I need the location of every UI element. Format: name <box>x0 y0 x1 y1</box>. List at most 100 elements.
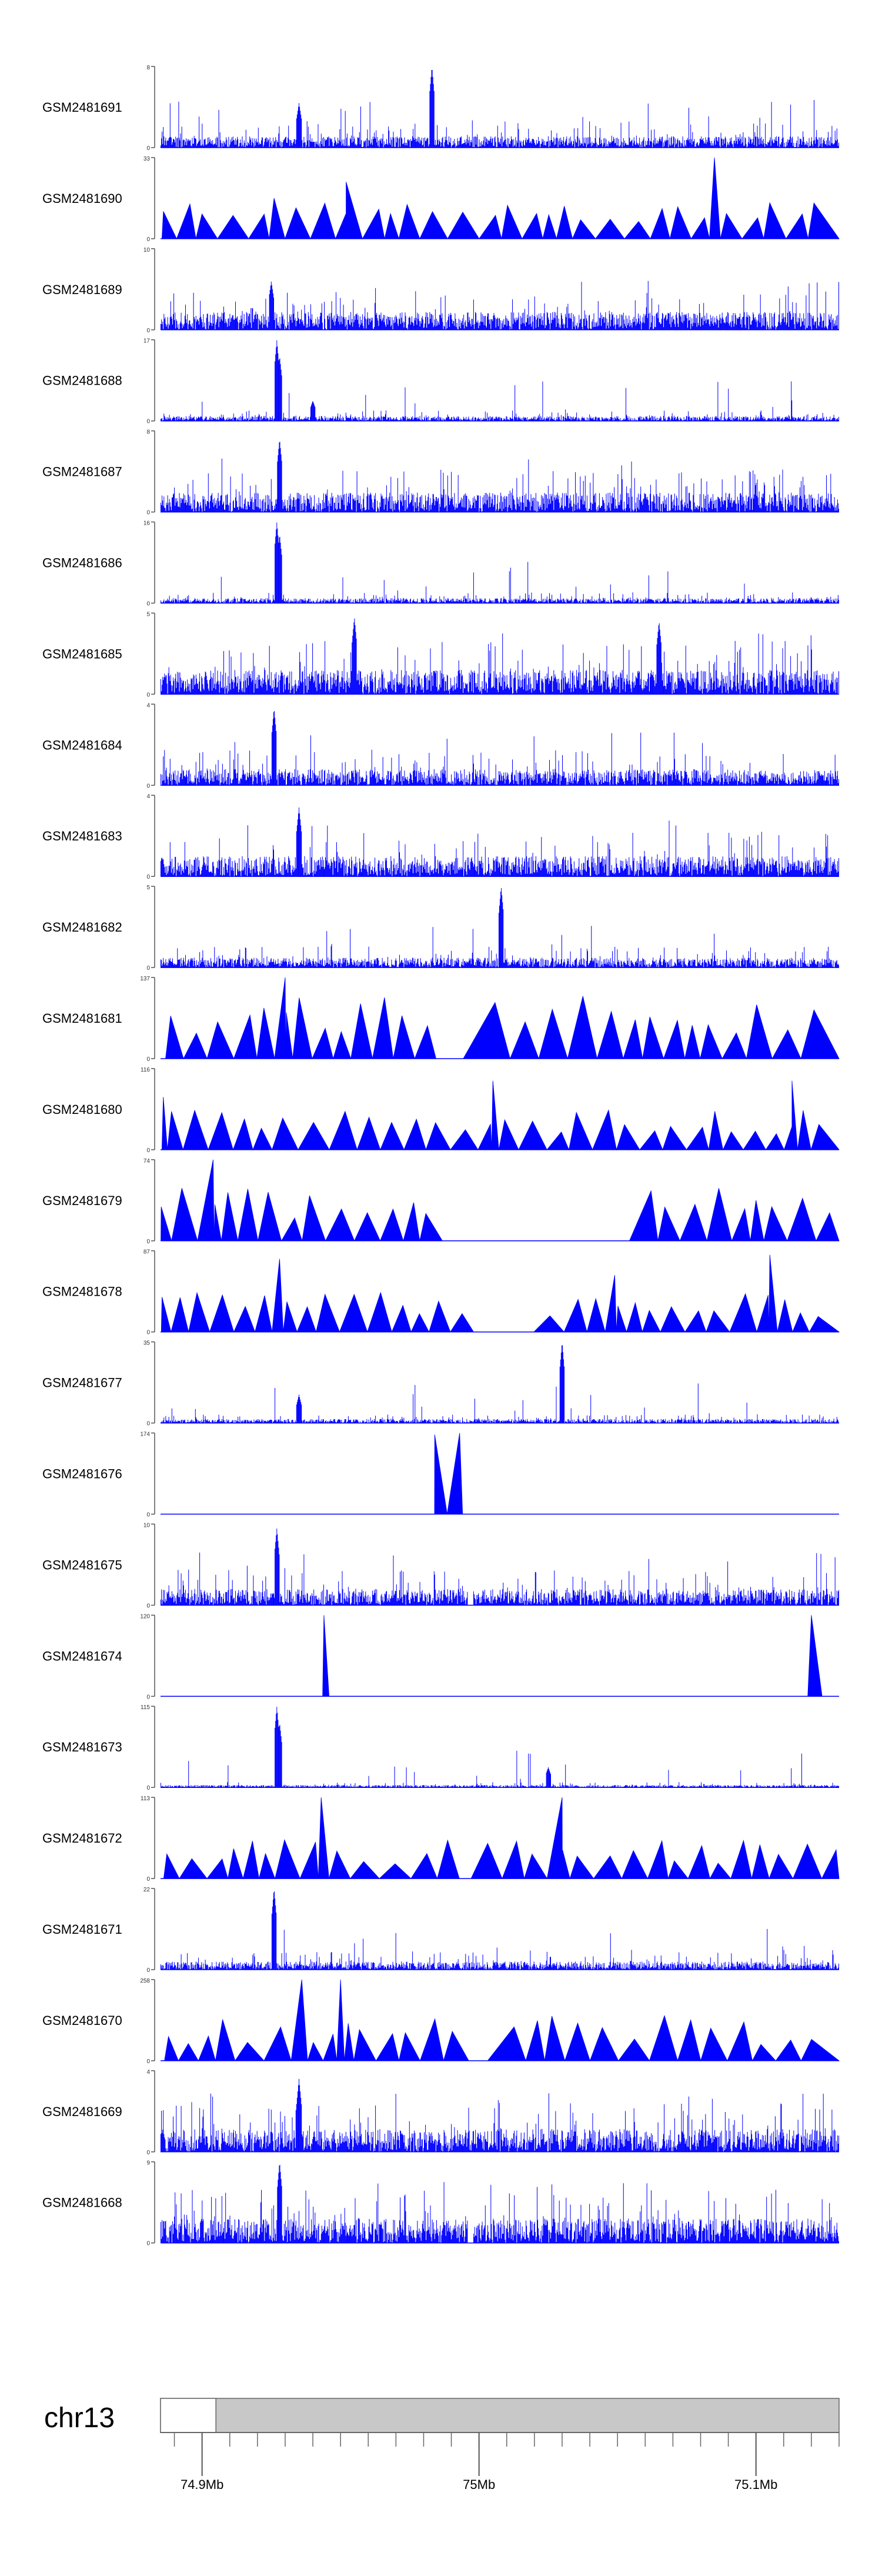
y-max-label: 87 <box>143 1249 151 1256</box>
y-zero-label: 0 <box>146 328 150 334</box>
track-label: GSM2481689 <box>42 282 122 297</box>
y-zero-label: 0 <box>146 145 150 152</box>
track-label: GSM2481672 <box>42 1831 122 1846</box>
coverage-area <box>161 1615 839 1697</box>
coverage-area <box>161 1797 840 1880</box>
y-max-label: 22 <box>143 1887 151 1893</box>
track-label: GSM2481681 <box>42 1011 122 1026</box>
track-GSM2481682: GSM2481682 5 0 <box>42 885 839 972</box>
y-zero-label: 0 <box>146 692 150 698</box>
y-max-label: 10 <box>143 247 151 253</box>
coverage-area <box>161 1159 840 1242</box>
track-GSM2481691: GSM2481691 8 0 <box>42 65 839 152</box>
track-label: GSM2481690 <box>42 191 122 206</box>
y-max-label: 9 <box>146 2160 150 2167</box>
y-max-label: 8 <box>146 65 150 71</box>
coverage-area <box>161 977 840 1060</box>
signal-bars <box>161 1891 839 1970</box>
signal-bars <box>161 281 839 330</box>
track-GSM2481687: GSM2481687 8 0 <box>42 429 839 516</box>
track-GSM2481677: GSM2481677 35 0 <box>42 1340 839 1427</box>
y-max-label: 8 <box>146 429 150 436</box>
y-max-label: 4 <box>146 702 150 709</box>
coverage-area <box>161 157 840 240</box>
y-zero-label: 0 <box>146 1876 150 1883</box>
y-max-label: 120 <box>140 1613 150 1620</box>
track-label: GSM2481683 <box>42 829 122 843</box>
coverage-area <box>161 1080 840 1151</box>
y-zero-label: 0 <box>146 874 150 880</box>
track-label: GSM2481687 <box>42 465 122 479</box>
y-max-label: 137 <box>140 976 150 982</box>
track-GSM2481690: GSM2481690 33 0 <box>42 156 840 243</box>
signal-bars <box>161 522 839 603</box>
coverage-area <box>161 1979 840 2062</box>
y-max-label: 10 <box>143 1522 151 1529</box>
track-label: GSM2481670 <box>42 2013 122 2028</box>
track-GSM2481688: GSM2481688 17 0 <box>42 338 839 425</box>
y-max-label: 4 <box>146 2069 150 2076</box>
track-label: GSM2481686 <box>42 556 122 570</box>
track-label: GSM2481684 <box>42 738 122 752</box>
y-zero-label: 0 <box>146 510 150 516</box>
track-GSM2481668: GSM2481668 9 0 <box>42 2160 839 2247</box>
y-max-label: 35 <box>143 1340 151 1347</box>
y-max-label: 16 <box>143 520 151 527</box>
track-GSM2481675: GSM2481675 10 0 <box>42 1522 839 1609</box>
coverage-area <box>161 1254 840 1333</box>
x-tick-label: 75Mb <box>463 2477 495 2492</box>
y-zero-label: 0 <box>146 783 150 789</box>
signal-bars <box>161 618 839 695</box>
ideogram-bar <box>160 2398 840 2433</box>
track-label: GSM2481680 <box>42 1102 122 1117</box>
y-zero-label: 0 <box>146 1239 150 1245</box>
y-zero-label: 0 <box>146 1694 150 1700</box>
track-GSM2481679: GSM2481679 74 0 <box>42 1158 840 1245</box>
track-GSM2481670: GSM2481670 258 0 <box>42 1978 840 2065</box>
y-max-label: 5 <box>146 611 150 618</box>
track-label: GSM2481671 <box>42 1922 122 1937</box>
y-zero-label: 0 <box>146 1967 150 1974</box>
signal-bars <box>161 2164 839 2243</box>
signal-bars <box>161 1345 839 1423</box>
genome-axis-panel: chr13 74.9Mb 75Mb 75.1Mb <box>44 2398 840 2492</box>
y-max-label: 5 <box>146 885 150 891</box>
signal-bars <box>161 2078 839 2152</box>
y-max-label: 115 <box>141 1704 150 1711</box>
track-GSM2481681: GSM2481681 137 0 <box>42 976 840 1063</box>
track-label: GSM2481682 <box>42 920 122 935</box>
chromosome-label: chr13 <box>44 2403 115 2434</box>
y-zero-label: 0 <box>146 1512 150 1519</box>
track-GSM2481686: GSM2481686 16 0 <box>42 520 839 608</box>
signal-bars <box>161 888 839 968</box>
track-GSM2481689: GSM2481689 10 0 <box>42 247 839 334</box>
track-label: GSM2481676 <box>42 1467 122 1481</box>
y-zero-label: 0 <box>146 1421 150 1427</box>
signal-bars <box>161 70 839 148</box>
track-GSM2481685: GSM2481685 5 0 <box>42 611 839 698</box>
track-label: GSM2481691 <box>42 100 122 115</box>
y-max-label: 33 <box>143 156 151 162</box>
track-GSM2481678: GSM2481678 87 0 <box>42 1249 840 1336</box>
track-GSM2481680: GSM2481680 116 0 <box>42 1067 840 1154</box>
y-max-label: 258 <box>140 1978 150 1984</box>
track-GSM2481684: GSM2481684 4 0 <box>42 702 839 789</box>
track-GSM2481672: GSM2481672 113 0 <box>42 1796 840 1883</box>
track-GSM2481683: GSM2481683 4 0 <box>42 793 839 880</box>
track-GSM2481673: GSM2481673 115 0 <box>42 1704 839 1791</box>
y-zero-label: 0 <box>146 2150 150 2156</box>
signal-bars <box>161 1707 839 1788</box>
track-label: GSM2481678 <box>42 1284 122 1299</box>
track-GSM2481671: GSM2481671 22 0 <box>42 1887 839 1974</box>
coverage-area <box>161 1433 839 1514</box>
track-label: GSM2481674 <box>42 1649 122 1663</box>
track-GSM2481674: GSM2481674 120 0 <box>42 1613 839 1700</box>
x-tick-label: 75.1Mb <box>734 2477 777 2492</box>
y-max-label: 113 <box>141 1796 150 1802</box>
track-label: GSM2481669 <box>42 2104 122 2119</box>
y-max-label: 174 <box>140 1432 150 1438</box>
track-GSM2481676: GSM2481676 174 0 <box>42 1432 839 1519</box>
signal-bars <box>161 340 839 421</box>
y-zero-label: 0 <box>146 1603 150 1609</box>
